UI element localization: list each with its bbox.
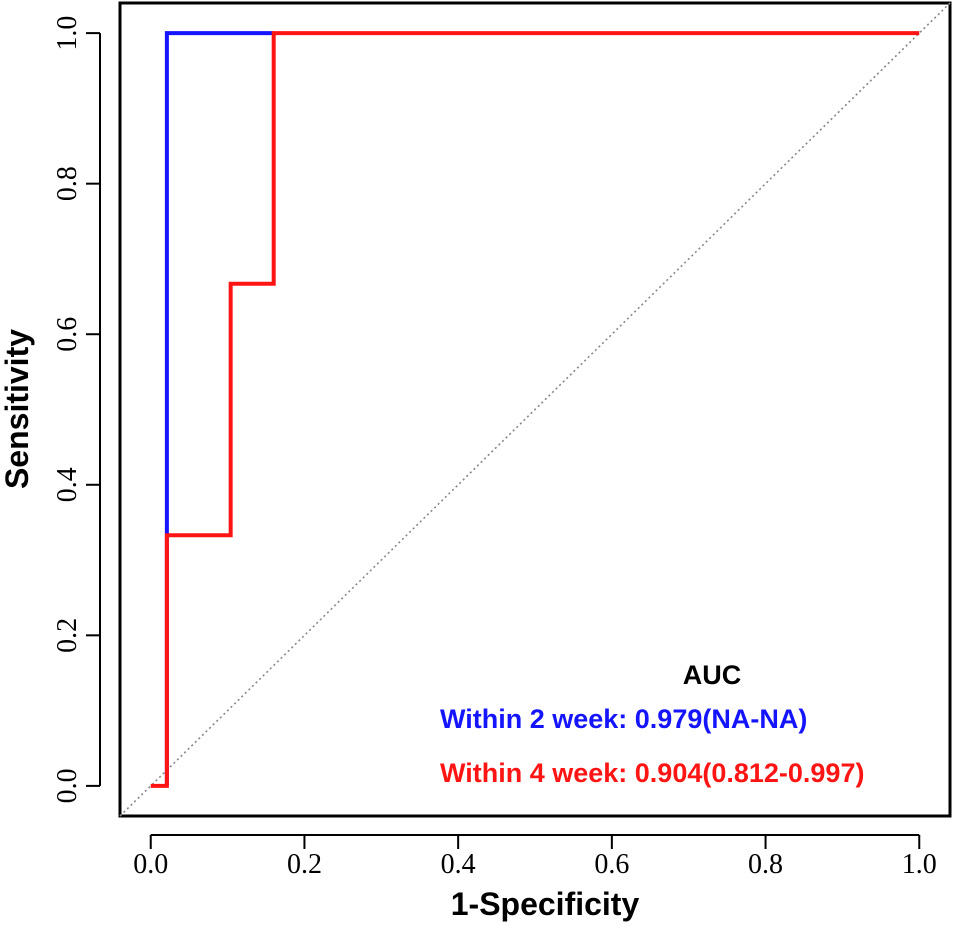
y-tick-label: 0.2 [52,618,83,653]
x-tick-label: 0.0 [133,849,168,880]
y-tick-label: 0.4 [52,467,83,502]
y-axis-title: Sensitivity [0,329,35,489]
legend-title: AUC [683,660,742,690]
reference-diagonal-line [119,2,951,817]
y-tick-label: 0.8 [52,166,83,201]
x-tick-label: 0.4 [441,849,476,880]
x-tick-label: 0.8 [748,849,783,880]
x-axis-title: 1-Specificity [451,886,640,922]
y-tick-label: 1.0 [52,16,83,51]
legend-entry-within-2-week: Within 2 week: 0.979(NA-NA) [440,704,807,734]
y-tick-label: 0.0 [52,768,83,803]
x-tick-label: 0.2 [287,849,322,880]
y-tick-label: 0.6 [52,317,83,352]
x-tick-label: 0.6 [594,849,629,880]
plot-frame [118,1,952,818]
legend-entry-within-4-week: Within 4 week: 0.904(0.812-0.997) [440,758,864,788]
series-line-within-2-week [164,31,274,786]
legend: AUC Within 2 week: 0.979(NA-NA) Within 4… [440,660,864,788]
series-line-within-4-week [150,31,920,788]
x-tick-label: 1.0 [902,849,937,880]
x-axis-ticks: 0.0 0.2 0.4 0.6 0.8 1.0 [133,835,937,880]
y-axis-ticks: 0.0 0.2 0.4 0.6 0.8 1.0 [52,16,100,803]
